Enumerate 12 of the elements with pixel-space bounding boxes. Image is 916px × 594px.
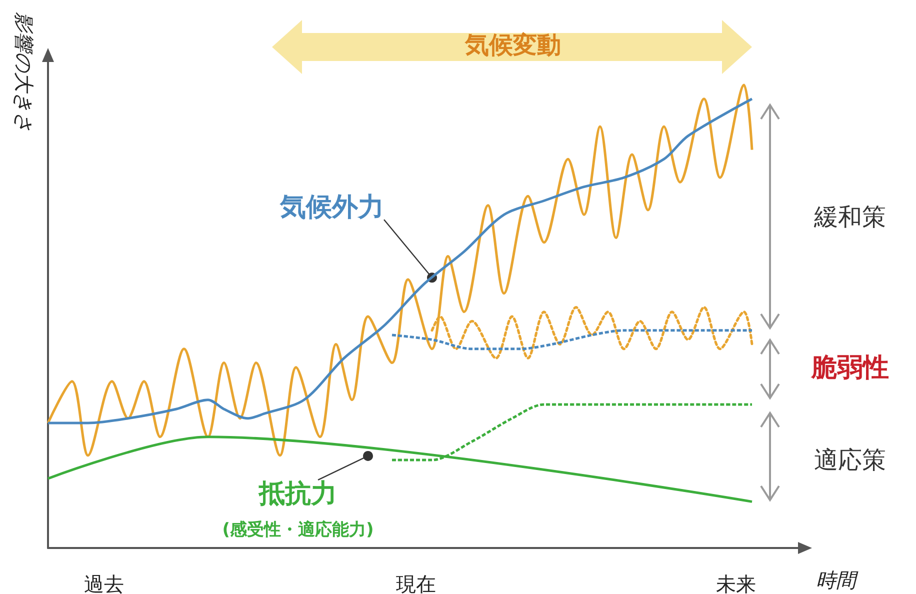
text: 適応策 (814, 446, 886, 474)
y-axis-title: 影響の大きさ (12, 12, 36, 132)
x-tick-label: 過去 (84, 572, 124, 594)
annotation: (感受性・適応能力) (222, 520, 374, 540)
text: 緩和策 (813, 203, 886, 231)
annotation: 気候外力 (279, 192, 384, 223)
x-tick-label: 現在 (396, 572, 436, 594)
x-tick-label: 未来 (716, 572, 756, 594)
annotation: 抵抗力 (258, 478, 337, 509)
text: 脆弱性 (810, 353, 889, 383)
text: 気候変動 (464, 31, 561, 59)
x-axis-title: 時間 (816, 568, 859, 592)
